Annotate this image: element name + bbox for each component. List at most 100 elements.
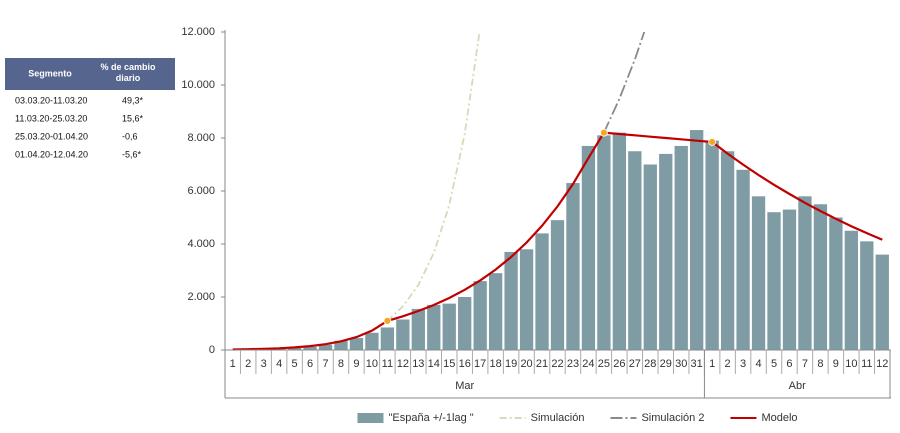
bar (829, 217, 843, 350)
table-cell: 25.03.20-01.04.20 (15, 131, 88, 141)
x-tick-label: 22 (551, 358, 563, 370)
legend-item: Simulación (499, 412, 585, 424)
bar (458, 297, 472, 350)
legend-label: Simulación 2 (641, 412, 704, 424)
x-tick-label: 26 (613, 358, 625, 370)
table-cell: -0,6 (122, 131, 138, 141)
bar (488, 273, 503, 350)
model-knot (599, 128, 608, 137)
x-tick-label: 5 (771, 358, 777, 370)
x-tick-label: 8 (338, 358, 344, 370)
x-tick-label: 2 (725, 358, 731, 370)
line-1 (386, 32, 481, 322)
bar (751, 196, 766, 350)
bar (643, 164, 657, 350)
legend-label: Simulación (531, 412, 585, 424)
table-cell: 01.04.20-12.04.20 (15, 149, 88, 159)
table-cell: 15,6* (122, 113, 144, 123)
table-cell: -5,6* (122, 149, 142, 159)
legend: "España +/-1lag " Simulación Simulación 2 M… (357, 412, 798, 424)
x-tick-label: 21 (536, 358, 548, 370)
bar (782, 209, 797, 350)
segment-table: Segmento % de cambio diario 03.03.20-11.… (5, 58, 175, 159)
bar (396, 319, 410, 350)
x-tick-label: 7 (802, 358, 808, 370)
y-tick-label: 8.000 (187, 132, 215, 144)
x-tick-label: 4 (755, 358, 761, 370)
x-tick-label: 7 (322, 358, 328, 370)
bar (674, 145, 688, 350)
bar (550, 220, 565, 350)
x-tick-label: 12 (397, 358, 409, 370)
bar (380, 327, 395, 350)
x-tick-label: 30 (675, 358, 687, 370)
x-tick-label: 3 (740, 358, 746, 370)
x-tick-label: 24 (582, 358, 594, 370)
x-tick-label: 11 (861, 358, 872, 370)
x-tick-label: 10 (366, 358, 378, 370)
table-header-wrap: % de cambio diario (100, 62, 156, 83)
x-tick-label: 20 (520, 358, 532, 370)
x-tick-label: 28 (644, 358, 656, 370)
bar (535, 233, 549, 350)
bar (705, 140, 719, 350)
x-tick-label: 25 (598, 358, 610, 370)
x-tick-label: 29 (660, 358, 672, 370)
x-tick-label: 2 (245, 358, 251, 370)
bar (860, 241, 874, 350)
bar (349, 338, 364, 350)
model-knot (708, 138, 717, 146)
y-tick-label: 2.000 (187, 291, 215, 303)
y-tick-label: 0 (209, 344, 215, 356)
bar (442, 303, 456, 350)
x-tick-label: 10 (845, 358, 857, 370)
legend-swatch (357, 413, 384, 423)
bar (720, 151, 735, 350)
line-3 (232, 131, 883, 351)
x-tick-label: 14 (428, 358, 440, 370)
legend-label: Modelo (761, 412, 797, 424)
bar (597, 135, 611, 350)
x-tick-label: 11 (382, 358, 393, 370)
legend-item: Simulación 2 (610, 412, 704, 424)
table-header-bg (5, 58, 175, 90)
bar (504, 251, 518, 350)
bar (875, 254, 889, 350)
x-tick-label: 9 (353, 358, 359, 370)
x-tick-label: 16 (459, 358, 471, 370)
x-tick-label: 6 (786, 358, 792, 370)
bar (690, 130, 704, 350)
bar (798, 196, 812, 350)
table-cell: 49,3* (122, 95, 144, 105)
bar (767, 212, 781, 350)
x-tick-label: 3 (261, 358, 267, 370)
bar (844, 230, 858, 350)
x-tick-label: 12 (876, 358, 888, 370)
bar (813, 204, 828, 350)
x-group-label: Abr (789, 380, 806, 392)
y-tick-label: 6.000 (187, 185, 215, 197)
bar (628, 151, 642, 350)
bar (566, 183, 580, 350)
plot-area (226, 32, 889, 351)
bar (473, 281, 487, 350)
x-tick-label: 1 (709, 358, 715, 370)
bar (287, 347, 302, 350)
x-tick-label: 27 (629, 358, 641, 370)
line-2 (603, 32, 646, 134)
x-tick-label: 23 (567, 358, 579, 370)
table-cell: 03.03.20-11.03.20 (15, 95, 87, 105)
x-tick-label: 9 (833, 358, 839, 370)
y-tick-label: 4.000 (187, 238, 215, 250)
x-tick-label: 18 (490, 358, 502, 370)
table-cell: 11.03.20-25.03.20 (15, 113, 87, 123)
legend-item: "España +/-1lag " (357, 412, 474, 424)
legend-item: Modelo (730, 412, 798, 424)
x-tick-label: 4 (276, 358, 282, 370)
x-tick-label: 8 (817, 358, 823, 370)
bar (581, 145, 596, 350)
x-group-label: Mar (455, 380, 474, 392)
table-header: % de cambio diario (100, 62, 156, 83)
table-header: Segmento (28, 68, 72, 78)
